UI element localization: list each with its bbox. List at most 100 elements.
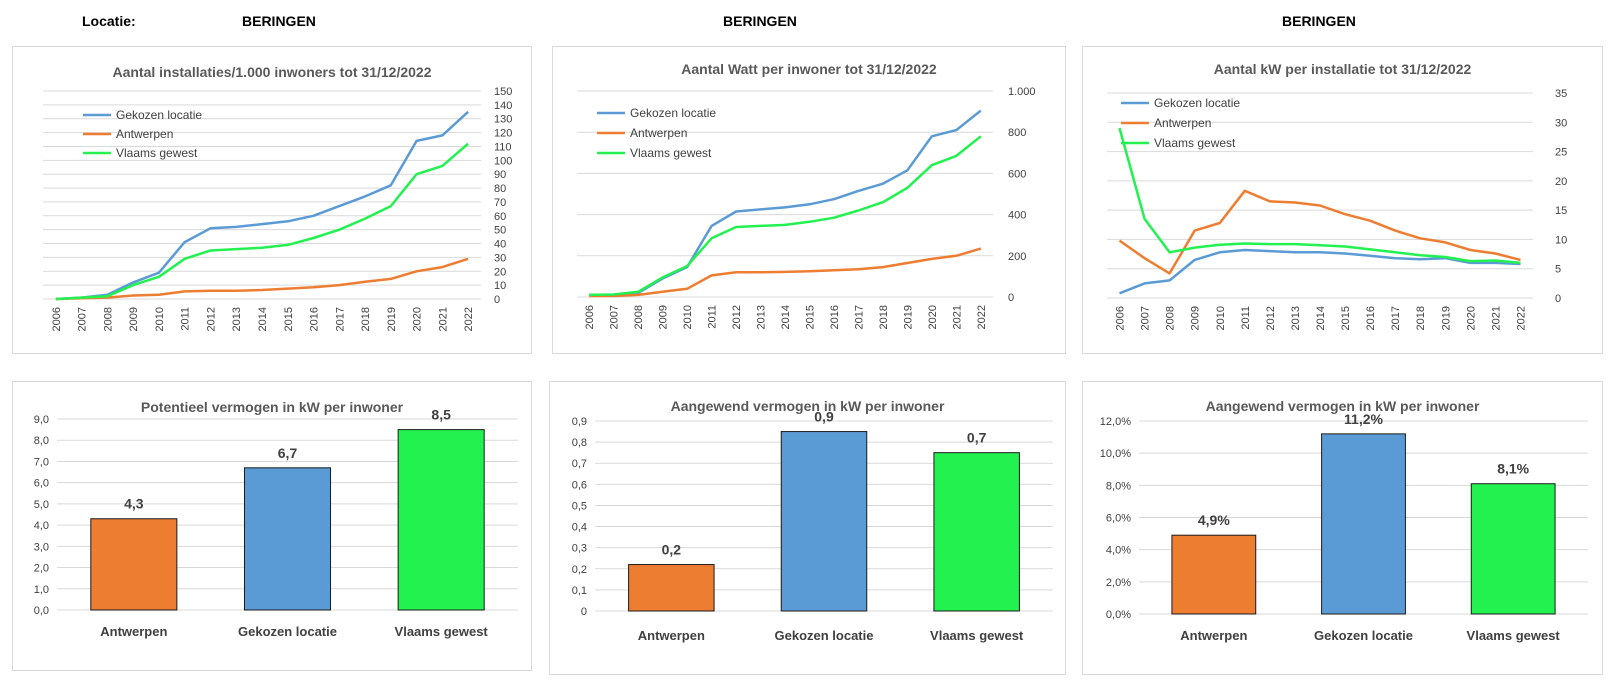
y-tick-label: 80 [494,183,506,195]
y-tick-label: 3,0 [34,541,49,553]
x-tick-label: 2012 [731,305,743,329]
bar-value-label: 4,9% [1198,512,1230,528]
line-chart-svg: Aantal Watt per inwoner tot 31/12/2022 0 2… [577,61,1036,329]
x-tick-label: 2016 [1365,306,1377,330]
chart-kw-per-installatie: Aantal kW per installatie tot 31/12/2022… [1082,46,1603,354]
x-tick-label: 2014 [1315,306,1327,330]
x-tick-label: 2010 [1215,306,1227,330]
x-tick-label: 2015 [804,305,816,329]
y-tick-label: 30 [494,252,506,264]
x-tick-label: 2008 [1165,306,1177,330]
y-tick-label: 0 [494,294,500,306]
y-tick-label: 110 [494,141,512,153]
chart-title: Aantal installaties/1.000 inwoners tot 3… [112,64,431,80]
y-tick-label: 90 [494,169,506,181]
x-tick-label: 2017 [1390,306,1402,330]
x-tick-label: 2013 [1290,306,1302,330]
x-tick-label: 2018 [878,305,890,329]
x-tick-label: 2019 [902,305,914,329]
bar-value-label: 0,9 [814,409,834,425]
y-tick-label: 35 [1555,88,1567,100]
y-tick-label: 8,0 [34,435,49,447]
bar-value-label: 6,7 [278,445,298,461]
bar-vlaams-gewest [1470,483,1556,615]
category-label: Antwerpen [638,628,705,643]
legend-label: Antwerpen [1154,116,1211,130]
category-label: Vlaams gewest [930,628,1024,643]
y-tick-label: 0,0 [34,605,49,617]
bar-value-label: 0,2 [662,542,682,558]
category-label: Gekozen locatie [775,628,874,643]
y-tick-label: 400 [1008,210,1026,222]
bar-chart-svg: Aangewend vermogen in kW per inwoner 0 0,1… [572,398,1053,643]
x-tick-label: 2017 [334,307,346,331]
y-tick-label: 150 [494,86,512,98]
legend-label: Vlaams gewest [116,146,198,160]
x-tick-label: 2020 [927,305,939,329]
y-tick-label: 200 [1008,251,1026,263]
y-tick-label: 0,1 [572,585,587,597]
location-value-2: BERINGEN [723,13,797,29]
y-tick-label: 600 [1008,168,1026,180]
bar-gekozen-locatie [780,431,868,612]
bar-value-label: 11,2% [1344,411,1383,427]
category-label: Gekozen locatie [238,624,337,639]
bar-gekozen-locatie [243,467,332,611]
chart-potentieel-vermogen: Potentieel vermogen in kW per inwoner 0,0… [12,381,532,671]
x-tick-label: 2011 [180,307,192,331]
chart-title: Aantal kW per installatie tot 31/12/2022 [1214,61,1472,77]
legend-label: Antwerpen [630,126,687,140]
x-tick-label: 2006 [584,305,596,329]
y-tick-label: 0,9 [572,416,587,428]
legend-label: Gekozen locatie [116,108,202,122]
x-tick-label: 2007 [77,307,89,331]
x-tick-label: 2006 [1115,306,1127,330]
bar-chart-svg: Potentieel vermogen in kW per inwoner 0,0… [34,399,518,639]
y-tick-label: 0,4 [572,522,587,534]
x-tick-label: 2019 [386,307,398,331]
location-value-3: BERINGEN [1282,13,1356,29]
series-line-antwerpen [55,257,469,301]
line-chart-svg: Aantal installaties/1.000 inwoners tot 3… [43,64,512,331]
x-tick-label: 2022 [976,305,988,329]
legend-label: Gekozen locatie [630,106,716,120]
y-tick-label: 100 [494,155,512,167]
x-tick-label: 2008 [102,307,114,331]
y-tick-label: 20 [494,266,506,278]
chart-aangewend-vermogen: Aangewend vermogen in kW per inwoner 0 0,1… [549,381,1066,675]
y-tick-label: 800 [1008,127,1026,139]
y-tick-label: 130 [494,114,512,126]
x-tick-label: 2018 [360,307,372,331]
x-tick-label: 2011 [707,305,719,329]
x-tick-label: 2012 [205,307,217,331]
y-tick-label: 1,0 [34,584,49,596]
legend-label: Gekozen locatie [1154,96,1240,110]
chart-title: Potentieel vermogen in kW per inwoner [141,399,404,415]
series-line-vlaams-gewest [1118,127,1521,265]
bar-antwerpen [1171,534,1257,615]
x-tick-label: 2017 [853,305,865,329]
y-tick-label: 0 [581,606,587,618]
x-tick-label: 2022 [1515,306,1527,330]
category-label: Vlaams gewest [395,624,489,639]
location-value-1: BERINGEN [242,13,316,29]
y-tick-label: 0,5 [572,500,587,512]
series-line-gekozen-locatie [1119,248,1521,295]
chart-watt-per-inwoner: Aantal Watt per inwoner tot 31/12/2022 0 2… [552,46,1066,354]
x-tick-label: 2011 [1240,306,1252,330]
series-line-gekozen-locatie [55,110,469,301]
chart-installaties-per-1000: Aantal installaties/1.000 inwoners tot 3… [12,46,532,354]
category-label: Vlaams gewest [1467,628,1561,643]
x-tick-label: 2015 [283,307,295,331]
y-tick-label: 0,3 [572,543,587,555]
x-tick-label: 2016 [309,307,321,331]
y-tick-label: 120 [494,128,512,140]
chart-title: Aantal Watt per inwoner tot 31/12/2022 [681,61,937,77]
y-tick-label: 8,0% [1106,480,1131,492]
bar-chart-svg: Aangewend vermogen in kW per inwoner 0,0%… [1100,398,1588,643]
category-label: Antwerpen [100,624,167,639]
legend-label: Antwerpen [116,127,173,141]
y-tick-label: 2,0 [34,563,49,575]
category-label: Gekozen locatie [1314,628,1413,643]
location-label: Locatie: [82,13,136,29]
